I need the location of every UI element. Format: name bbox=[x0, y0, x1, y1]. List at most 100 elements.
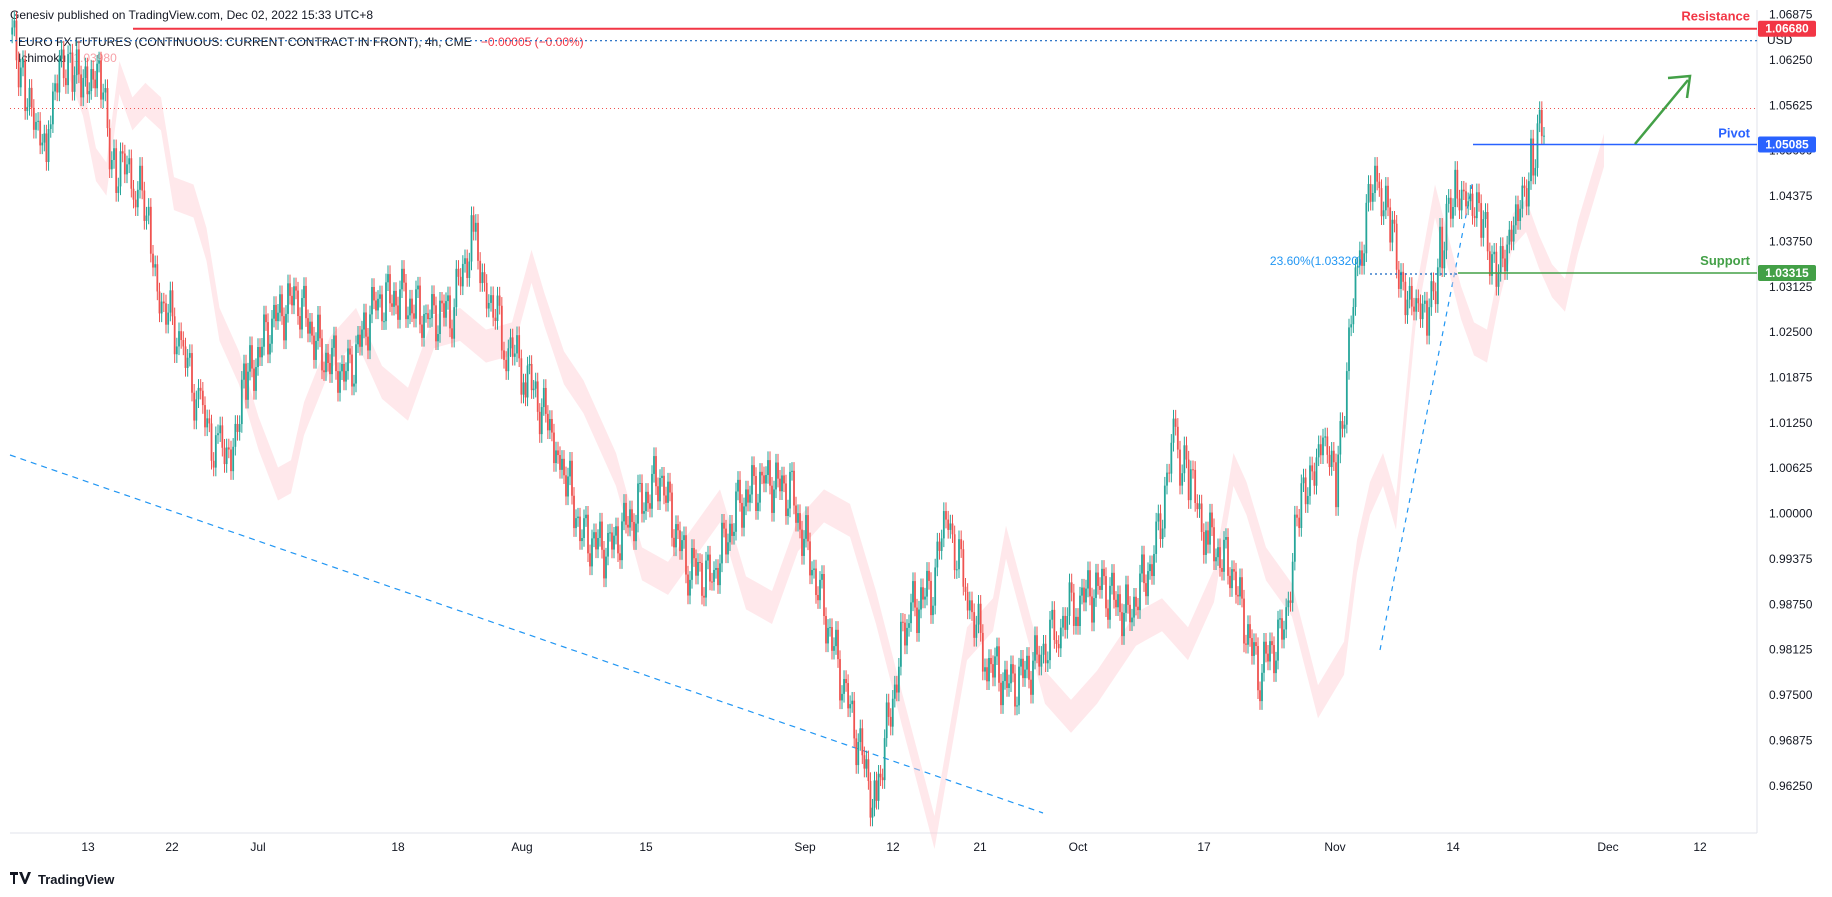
candle-body bbox=[1261, 672, 1263, 702]
candle-body bbox=[52, 91, 54, 125]
candle-body bbox=[167, 312, 170, 325]
candle-body bbox=[966, 591, 969, 611]
candle-body bbox=[1499, 246, 1502, 273]
candle-body bbox=[173, 316, 176, 355]
candle-body bbox=[1257, 646, 1259, 691]
candle-body bbox=[45, 133, 48, 163]
candle-body bbox=[511, 337, 514, 357]
candle-body bbox=[1339, 421, 1342, 455]
candle-body bbox=[865, 759, 868, 769]
candle-body bbox=[1491, 254, 1493, 276]
candle-body bbox=[1434, 291, 1437, 305]
candle-body bbox=[1172, 418, 1175, 443]
candle-body bbox=[391, 303, 393, 307]
candle-body bbox=[1404, 281, 1407, 316]
candle-body bbox=[279, 294, 281, 313]
candle-body bbox=[897, 666, 900, 693]
candle-body bbox=[1419, 303, 1422, 320]
candle-body bbox=[409, 298, 411, 316]
tradingview-logo-icon[interactable] bbox=[10, 872, 32, 887]
candle-body bbox=[269, 343, 271, 355]
candle-body bbox=[707, 554, 709, 561]
candle-body bbox=[827, 627, 829, 644]
candle-body bbox=[1473, 215, 1476, 219]
candle-body bbox=[971, 600, 973, 613]
candle-body bbox=[275, 304, 277, 322]
candle-body bbox=[526, 365, 529, 398]
candle-body bbox=[653, 456, 655, 474]
candle-body bbox=[861, 728, 864, 756]
candle-body bbox=[1298, 517, 1301, 529]
candle-body bbox=[990, 657, 992, 665]
candle-body bbox=[119, 151, 122, 187]
candle-body bbox=[671, 492, 673, 538]
candle-body bbox=[58, 58, 61, 93]
x-tick-label: Oct bbox=[1069, 840, 1088, 854]
candle-body bbox=[1018, 666, 1020, 706]
candle-body bbox=[1465, 191, 1467, 207]
candle-body bbox=[210, 423, 213, 461]
candle-body bbox=[160, 301, 163, 314]
candle-body bbox=[357, 334, 359, 345]
candle-body bbox=[1391, 219, 1394, 243]
candle-body bbox=[791, 470, 793, 472]
candle-body bbox=[1207, 530, 1209, 545]
candle-body bbox=[1020, 658, 1022, 667]
candle-body bbox=[753, 465, 755, 476]
candle-body bbox=[381, 294, 383, 322]
candle-body bbox=[1166, 472, 1168, 486]
candle-body bbox=[1267, 653, 1269, 662]
candle-body bbox=[1517, 204, 1519, 222]
y-tick-label: 1.02500 bbox=[1769, 325, 1813, 339]
candle-body bbox=[1277, 619, 1279, 661]
pivot-price-tag bbox=[1758, 136, 1816, 153]
candle-body bbox=[1332, 450, 1335, 463]
candle-body bbox=[947, 519, 950, 530]
candle-body bbox=[136, 189, 139, 208]
candle-body bbox=[466, 258, 469, 279]
candle-body bbox=[1121, 612, 1123, 637]
candle-body bbox=[797, 513, 799, 523]
candle-body bbox=[829, 627, 831, 629]
candle-body bbox=[80, 74, 82, 98]
candle-body bbox=[421, 324, 423, 338]
candle-body bbox=[171, 290, 174, 317]
candle-body bbox=[341, 363, 343, 372]
candle-body bbox=[1467, 201, 1470, 207]
y-tick-label: 0.98125 bbox=[1769, 643, 1813, 657]
candle-body bbox=[1147, 571, 1149, 597]
candle-body bbox=[347, 348, 349, 372]
candle-body bbox=[713, 569, 715, 582]
candle-body bbox=[419, 285, 421, 325]
candle-body bbox=[363, 312, 365, 330]
candle-body bbox=[1042, 643, 1045, 655]
candle-body bbox=[801, 529, 803, 556]
candle-body bbox=[625, 502, 627, 525]
x-tick-label: 18 bbox=[391, 840, 405, 854]
candle-body bbox=[1371, 193, 1374, 202]
candle-body bbox=[459, 276, 462, 287]
candle-body bbox=[443, 303, 445, 318]
candle-body bbox=[1231, 569, 1233, 589]
price-chart[interactable]: USD1.068751.062501.056251.050001.043751.… bbox=[0, 0, 1832, 860]
candle-body bbox=[1400, 271, 1402, 289]
tradingview-brand[interactable]: TradingView bbox=[38, 872, 115, 887]
candle-body bbox=[251, 345, 253, 369]
candle-body bbox=[1413, 306, 1415, 312]
candle-body bbox=[199, 387, 202, 391]
candle-body bbox=[940, 538, 943, 551]
candle-body bbox=[733, 531, 735, 536]
symbol-title: EURO FX FUTURES (CONTINUOUS: CURRENT CON… bbox=[18, 35, 472, 49]
candle-body bbox=[641, 483, 643, 514]
candle-body bbox=[1397, 269, 1400, 289]
candle-body bbox=[803, 538, 805, 556]
candle-body bbox=[1046, 660, 1049, 664]
candle-body bbox=[1319, 444, 1322, 456]
candle-body bbox=[345, 371, 347, 382]
candle-body bbox=[327, 352, 329, 363]
candle-body bbox=[1380, 188, 1383, 217]
candle-body bbox=[1151, 564, 1153, 577]
candle-body bbox=[516, 335, 518, 354]
candle-body bbox=[908, 623, 910, 628]
candle-body bbox=[1072, 592, 1075, 626]
